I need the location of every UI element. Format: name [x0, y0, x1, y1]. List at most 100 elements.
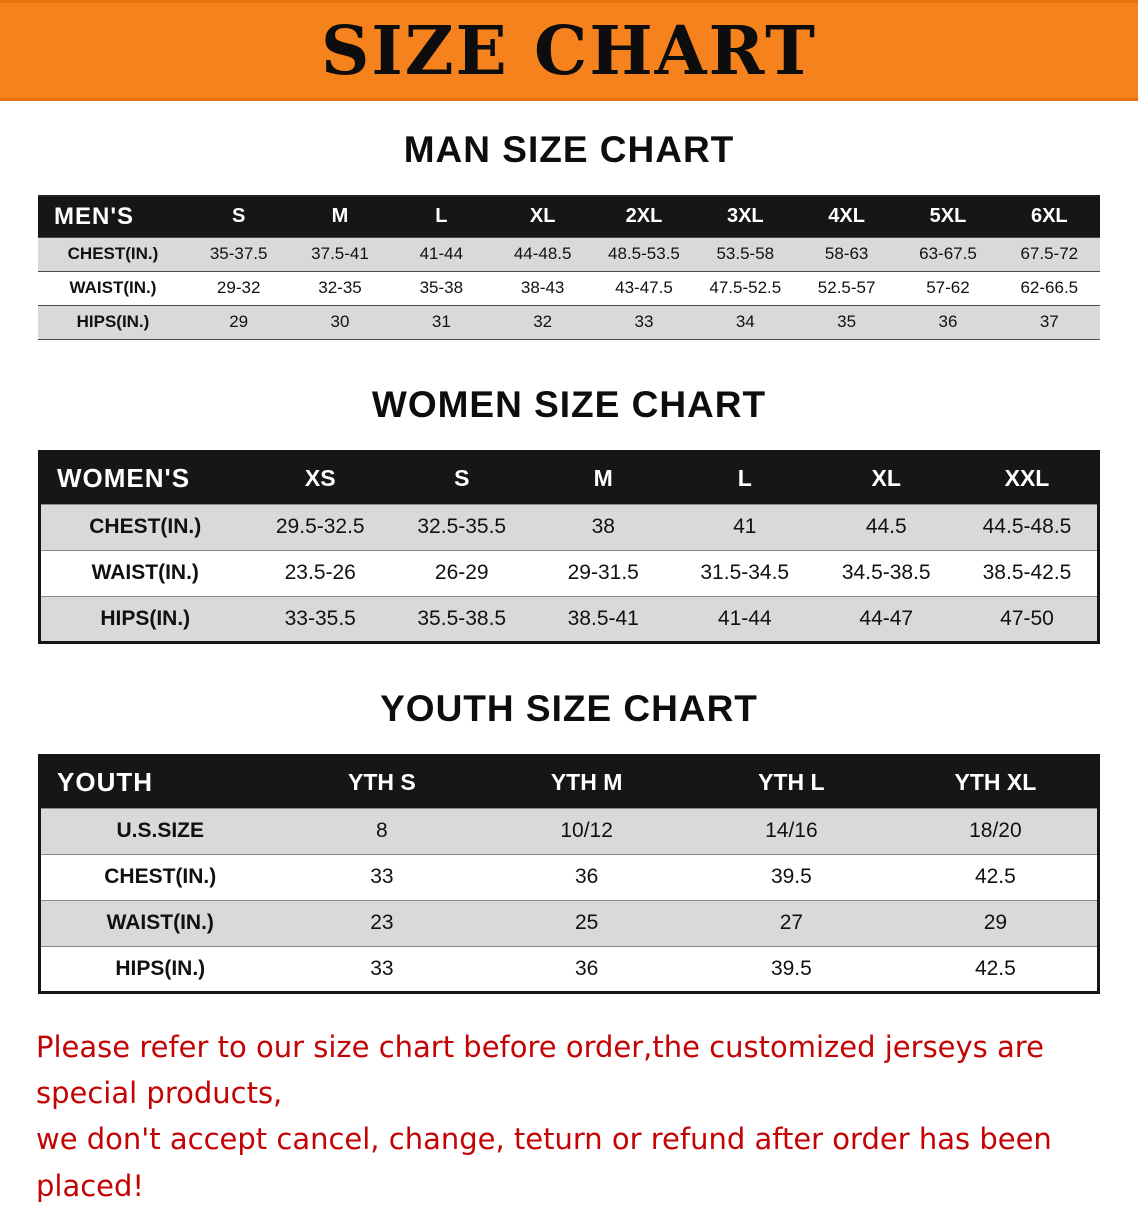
row-label: WAIST(IN.): [38, 271, 188, 305]
size-value-cell: 37.5-41: [289, 237, 390, 271]
youth-section-heading: YOUTH SIZE CHART: [0, 688, 1138, 730]
size-value-cell: 47-50: [957, 596, 1099, 642]
size-value-cell: 31.5-34.5: [674, 550, 816, 596]
size-value-cell: 29: [188, 305, 289, 339]
size-value-cell: 35.5-38.5: [391, 596, 533, 642]
row-label: HIPS(IN.): [38, 305, 188, 339]
size-value-cell: 31: [391, 305, 492, 339]
size-value-cell: 32: [492, 305, 593, 339]
size-column-header: L: [674, 451, 816, 504]
size-column-header: M: [533, 451, 675, 504]
size-column-header: S: [391, 451, 533, 504]
size-column-header: YTH S: [280, 755, 485, 808]
size-value-cell: 23: [280, 900, 485, 946]
size-column-header: 4XL: [796, 196, 897, 237]
size-value-cell: 35-37.5: [188, 237, 289, 271]
size-value-cell: 57-62: [897, 271, 998, 305]
row-label: CHEST(IN.): [40, 854, 280, 900]
size-value-cell: 23.5-26: [250, 550, 392, 596]
size-value-cell: 41-44: [674, 596, 816, 642]
disclaimer-line-2: we don't accept cancel, change, teturn o…: [36, 1116, 1108, 1209]
size-value-cell: 29-31.5: [533, 550, 675, 596]
size-column-header: XS: [250, 451, 392, 504]
size-column-header: YTH M: [484, 755, 689, 808]
size-value-cell: 34: [695, 305, 796, 339]
size-column-header: L: [391, 196, 492, 237]
size-value-cell: 10/12: [484, 808, 689, 854]
disclaimer: Please refer to our size chart before or…: [0, 1024, 1138, 1229]
size-value-cell: 8: [280, 808, 485, 854]
size-value-cell: 39.5: [689, 854, 894, 900]
size-value-cell: 48.5-53.5: [593, 237, 694, 271]
size-value-cell: 32-35: [289, 271, 390, 305]
size-value-cell: 44-47: [816, 596, 958, 642]
size-chart-banner: SIZE CHART: [0, 0, 1138, 101]
row-label: CHEST(IN.): [38, 237, 188, 271]
size-column-header: XL: [816, 451, 958, 504]
banner-title: SIZE CHART: [321, 17, 817, 84]
size-value-cell: 58-63: [796, 237, 897, 271]
row-label: HIPS(IN.): [40, 596, 250, 642]
size-value-cell: 29: [894, 900, 1099, 946]
size-column-header: M: [289, 196, 390, 237]
row-label: WAIST(IN.): [40, 550, 250, 596]
size-value-cell: 33-35.5: [250, 596, 392, 642]
size-value-cell: 44.5-48.5: [957, 504, 1099, 550]
size-value-cell: 38.5-42.5: [957, 550, 1099, 596]
size-value-cell: 41: [674, 504, 816, 550]
size-value-cell: 44-48.5: [492, 237, 593, 271]
size-value-cell: 27: [689, 900, 894, 946]
size-value-cell: 29-32: [188, 271, 289, 305]
row-label: HIPS(IN.): [40, 946, 280, 992]
mens-section-heading: MAN SIZE CHART: [0, 129, 1138, 171]
size-value-cell: 47.5-52.5: [695, 271, 796, 305]
size-value-cell: 53.5-58: [695, 237, 796, 271]
disclaimer-line-1: Please refer to our size chart before or…: [36, 1024, 1108, 1117]
size-column-header: YTH XL: [894, 755, 1099, 808]
size-value-cell: 67.5-72: [999, 237, 1100, 271]
size-value-cell: 39.5: [689, 946, 894, 992]
size-value-cell: 32.5-35.5: [391, 504, 533, 550]
size-value-cell: 34.5-38.5: [816, 550, 958, 596]
size-value-cell: 36: [484, 946, 689, 992]
size-column-header: 2XL: [593, 196, 694, 237]
youth-corner-label: YOUTH: [40, 755, 280, 808]
size-value-cell: 36: [484, 854, 689, 900]
size-value-cell: 25: [484, 900, 689, 946]
size-value-cell: 44.5: [816, 504, 958, 550]
size-value-cell: 30: [289, 305, 390, 339]
row-label: WAIST(IN.): [40, 900, 280, 946]
size-value-cell: 36: [897, 305, 998, 339]
size-value-cell: 43-47.5: [593, 271, 694, 305]
size-value-cell: 38.5-41: [533, 596, 675, 642]
size-value-cell: 35-38: [391, 271, 492, 305]
size-value-cell: 62-66.5: [999, 271, 1100, 305]
row-label: U.S.SIZE: [40, 808, 280, 854]
size-value-cell: 42.5: [894, 946, 1099, 992]
size-value-cell: 26-29: [391, 550, 533, 596]
size-column-header: XXL: [957, 451, 1099, 504]
size-column-header: 6XL: [999, 196, 1100, 237]
size-value-cell: 63-67.5: [897, 237, 998, 271]
size-value-cell: 14/16: [689, 808, 894, 854]
size-value-cell: 38: [533, 504, 675, 550]
size-column-header: 3XL: [695, 196, 796, 237]
size-value-cell: 33: [593, 305, 694, 339]
womens-corner-label: WOMEN'S: [40, 451, 250, 504]
size-column-header: YTH L: [689, 755, 894, 808]
row-label: CHEST(IN.): [40, 504, 250, 550]
